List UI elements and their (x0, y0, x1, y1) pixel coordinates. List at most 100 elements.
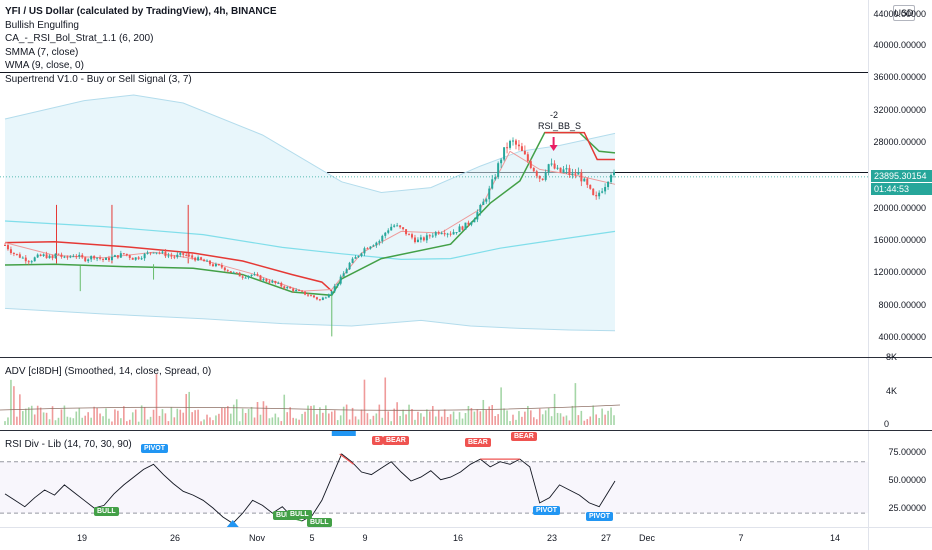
candle-body (396, 225, 399, 227)
adv-bar (494, 416, 496, 425)
candle-body (461, 226, 464, 230)
candle-body (6, 245, 9, 250)
candle-body (36, 254, 39, 258)
candle-body (589, 184, 592, 189)
candle-body (425, 235, 428, 241)
candle-body (613, 172, 616, 175)
adv-bar (417, 411, 419, 425)
time-axis-label: 7 (738, 533, 744, 543)
candle-body (214, 264, 217, 267)
adv-bar (176, 408, 179, 425)
adv-bar (345, 404, 348, 425)
adv-bar (378, 404, 381, 425)
adv-bar (598, 417, 600, 425)
adv-bar (81, 417, 84, 425)
adv-bar (60, 409, 63, 425)
adv-bar (592, 405, 595, 425)
adv-bar (215, 415, 217, 425)
candle-body (18, 254, 21, 258)
indicator-bullish-engulfing[interactable]: Bullish Engulfing (5, 19, 79, 31)
adv-bar (565, 415, 568, 425)
adv-bar (485, 410, 488, 425)
rsi-panel-label[interactable]: RSI Div - Lib (14, 70, 30, 90) (5, 439, 132, 450)
adv-bar (22, 411, 24, 425)
candle-body (4, 245, 6, 246)
symbol-title[interactable]: YFI / US Dollar (calculated by TradingVi… (5, 6, 277, 17)
adv-panel-label[interactable]: ADV [cI8DH] (Smoothed, 14, close, Spread… (5, 366, 212, 377)
currency-button[interactable]: USD (893, 5, 915, 21)
candle-body (431, 235, 434, 237)
candle-body (506, 147, 509, 149)
candle-body (443, 233, 446, 235)
adv-bar (292, 417, 294, 425)
adv-bar (458, 412, 461, 425)
adv-bar (610, 407, 612, 425)
candle-body (158, 252, 161, 254)
candle-body (315, 297, 318, 300)
candle-body (318, 299, 321, 301)
candle-body (494, 177, 497, 180)
adv-bar (595, 414, 597, 425)
candle-body (15, 253, 18, 255)
adv-bar (238, 421, 241, 425)
candle-body (188, 255, 191, 257)
adv-bar (449, 414, 452, 425)
candle-body (384, 232, 387, 236)
indicator-smma[interactable]: SMMA (7, close) (5, 46, 79, 58)
candle-body (140, 258, 143, 260)
candle-body (208, 260, 211, 265)
candle-body (458, 226, 461, 233)
indicator-rsi-bol-strat[interactable]: CA_-_RSI_Bol_Strat_1.1 (6, 200) (5, 33, 154, 44)
candle-body (21, 257, 24, 259)
candle-body (81, 254, 84, 258)
indicator-supertrend[interactable]: Supertrend V1.0 - Buy or Sell Signal (3,… (5, 73, 192, 85)
candle-body (229, 271, 232, 273)
candle-body (241, 276, 244, 278)
candle-body (520, 146, 523, 151)
candle-body (57, 253, 60, 255)
candle-body (182, 253, 185, 255)
adv-bar (524, 411, 526, 425)
candle-body (223, 267, 226, 271)
adv-bar (7, 417, 9, 425)
bear-tag: BEAR (511, 432, 537, 441)
candle-body (235, 272, 238, 274)
candle-body (39, 254, 42, 256)
candle-body (203, 259, 206, 262)
bollinger-band-fill (5, 95, 615, 331)
adv-bar (470, 407, 473, 425)
adv-bar (431, 405, 434, 425)
adv-bar (429, 411, 431, 425)
adv-bar (586, 419, 589, 425)
candle-body (93, 256, 96, 259)
indicator-wma[interactable]: WMA (9, close, 0) (5, 60, 84, 71)
adv-bar (556, 412, 559, 425)
price-axis-label: 8000.00000 (878, 300, 926, 310)
adv-bar (232, 404, 235, 425)
price-axis-label: 28000.00000 (873, 137, 926, 147)
candle-body (250, 274, 253, 276)
adv-bar (467, 405, 470, 425)
adv-bar (333, 410, 336, 425)
adv-bar (256, 401, 259, 425)
adv-axis-label: 8K (885, 352, 897, 362)
candle-body (410, 234, 413, 238)
candle-body (185, 254, 188, 256)
adv-bar (541, 414, 544, 425)
adv-bar (286, 412, 289, 425)
bear-tag: BEAR (465, 438, 491, 447)
candle-body (547, 164, 550, 173)
candle-body (488, 188, 491, 200)
adv-bar (185, 394, 188, 425)
adv-bar (173, 417, 176, 425)
adv-bar (200, 421, 202, 425)
adv-bar (366, 413, 369, 425)
adv-bar (250, 406, 253, 425)
adv-bar (339, 415, 342, 425)
candle-body (137, 257, 140, 259)
adv-bar (527, 405, 529, 425)
candle-body (9, 249, 12, 253)
candle-body (607, 181, 610, 188)
adv-bar (158, 415, 161, 425)
